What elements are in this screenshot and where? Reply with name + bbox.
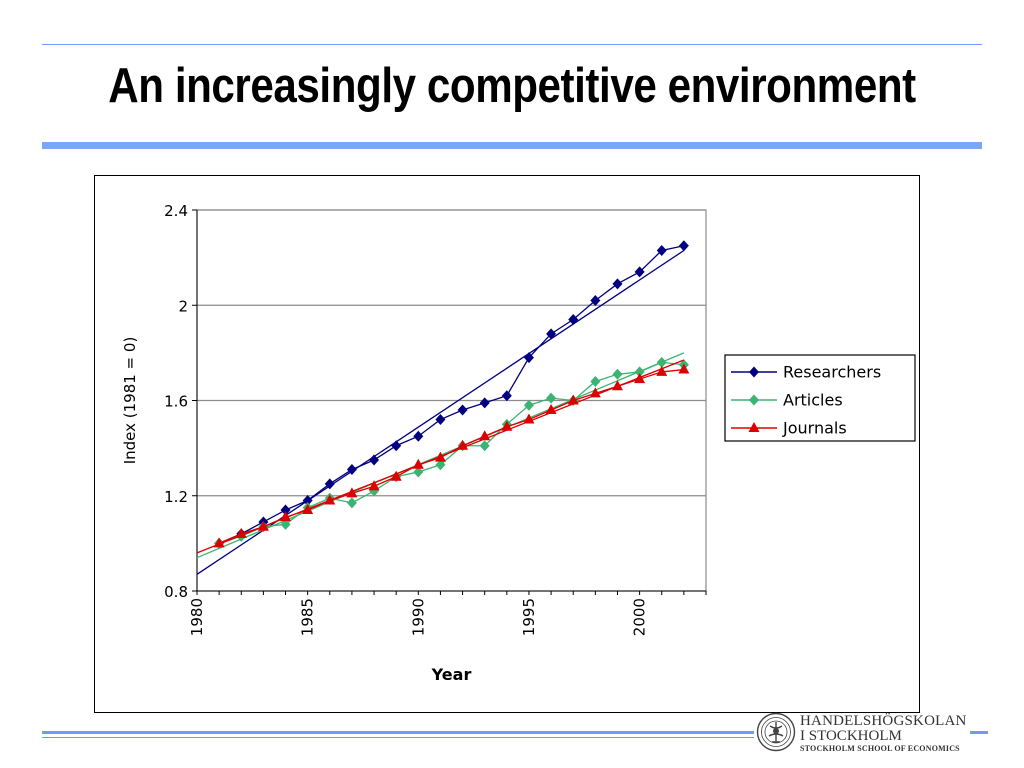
journals-point: [368, 480, 380, 491]
articles-point: [546, 392, 557, 404]
researchers-point: [612, 278, 623, 290]
y-tick-label: 1.6: [164, 393, 188, 411]
line-chart: 0.8 1.2 1.6 2 2.4 1980 1985 1990 1995 2000 Year Ind…: [121, 202, 916, 684]
researchers-point: [678, 240, 689, 252]
researchers-point: [324, 478, 335, 490]
articles-line: [218, 361, 684, 544]
journals-point: [457, 439, 469, 450]
journals-point: [589, 387, 601, 398]
researchers-point: [590, 294, 601, 306]
articles-point: [590, 375, 601, 387]
articles-point: [280, 518, 291, 530]
y-tick-label: 2.4: [164, 202, 188, 220]
journals-point: [257, 520, 269, 531]
researchers-point: [634, 266, 645, 278]
legend-articles-marker: [749, 394, 759, 406]
researchers-point: [501, 390, 512, 402]
journals-point: [324, 494, 336, 505]
legend-researchers-marker: [749, 366, 759, 378]
researchers-line: [218, 245, 685, 544]
journals-point: [213, 537, 225, 548]
legend-journals-label: Journals: [782, 419, 847, 438]
articles-point: [612, 368, 623, 380]
title-rule: [42, 142, 982, 149]
journals-point: [634, 373, 646, 384]
chart-frame: 0.8 1.2 1.6 2 2.4 1980 1985 1990 1995 2000 Year Ind…: [94, 175, 920, 713]
journals-point: [567, 394, 579, 405]
journals-point: [412, 458, 424, 469]
researchers-point: [523, 352, 534, 364]
legend-journals-marker: [748, 422, 760, 432]
researchers-point: [369, 454, 380, 466]
journals-line: [218, 368, 684, 544]
journals-point: [346, 487, 358, 498]
top-rule: [42, 44, 982, 45]
articles-point: [435, 459, 446, 471]
researchers-point: [435, 414, 446, 426]
bottom-rule-thin: [42, 737, 754, 738]
researchers-point: [280, 504, 291, 516]
y-tick-label: 2: [178, 297, 188, 315]
x-tick-label: 1980: [188, 598, 206, 636]
journals-point: [434, 451, 446, 462]
articles-point: [634, 366, 645, 378]
x-tick-label: 1990: [409, 598, 427, 636]
researchers-point: [479, 397, 490, 409]
journals-point: [280, 511, 292, 522]
journals-point: [501, 420, 513, 431]
articles-point: [346, 497, 357, 509]
researchers-point: [568, 314, 579, 326]
researchers-point: [391, 440, 402, 452]
articles-point: [656, 356, 667, 368]
slide-title: An increasingly competitive environment: [108, 59, 916, 113]
researchers-point: [346, 464, 357, 476]
researchers-point: [656, 244, 667, 256]
journals-point: [523, 413, 535, 424]
y-axis-title: Index (1981 = 0): [121, 337, 139, 465]
school-logo: HANDELSHÖGSKOLAN I STOCKHOLM STOCKHOLM S…: [756, 712, 971, 756]
y-tick-label: 0.8: [164, 583, 188, 601]
journals-point: [390, 470, 402, 481]
bottom-rule-right: [970, 731, 988, 734]
logo-line-3: STOCKHOLM SCHOOL OF ECONOMICS: [800, 744, 960, 753]
bottom-rule: [42, 731, 754, 734]
y-tick-label: 1.2: [164, 488, 188, 506]
x-tick-label: 2000: [631, 598, 649, 636]
legend-researchers-label: Researchers: [783, 363, 881, 382]
researchers-point: [413, 430, 424, 442]
articles-point: [523, 399, 534, 411]
x-tick-label: 1985: [299, 598, 317, 636]
researchers-point: [302, 495, 313, 507]
journals-point: [611, 380, 623, 391]
seal-icon: [756, 712, 796, 752]
journals-point: [479, 430, 491, 441]
legend-articles-label: Articles: [783, 391, 843, 410]
journals-point: [235, 527, 247, 538]
journals-point: [656, 365, 668, 376]
journals-point: [678, 363, 690, 374]
journals-point: [302, 504, 314, 515]
researchers-point: [457, 404, 468, 416]
researchers-point: [546, 328, 557, 340]
x-tick-label: 1995: [520, 598, 538, 636]
articles-point: [479, 440, 490, 452]
journals-point: [545, 404, 557, 415]
logo-line-1: HANDELSHÖGSKOLAN: [800, 713, 967, 729]
logo-line-2: I STOCKHOLM: [800, 728, 902, 744]
x-axis-title: Year: [431, 665, 472, 684]
articles-point: [413, 466, 424, 478]
